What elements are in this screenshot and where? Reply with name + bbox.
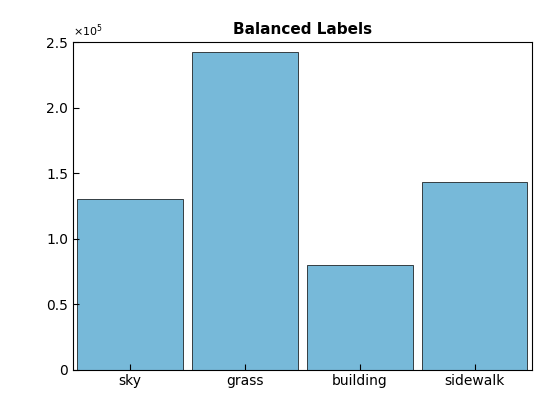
Bar (192, 52, 298, 370)
Bar (307, 265, 413, 370)
Bar (422, 182, 528, 370)
Title: Balanced Labels: Balanced Labels (233, 22, 372, 37)
Bar (77, 199, 183, 370)
Text: $\times10^5$: $\times10^5$ (73, 22, 102, 39)
